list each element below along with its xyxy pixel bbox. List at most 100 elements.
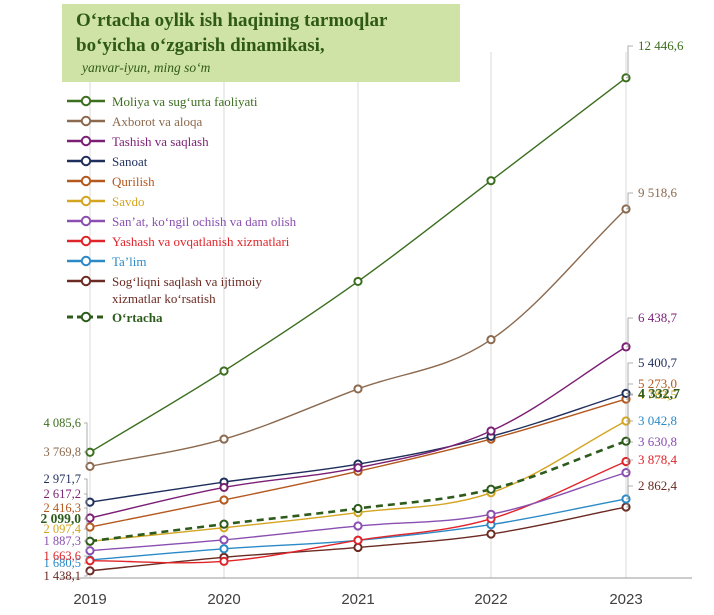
- legend-label-3: Sanoat: [112, 154, 148, 169]
- legend-item-3: Sanoat: [66, 152, 366, 172]
- series-8-start-label: 1 680,5: [44, 556, 82, 570]
- series-5-end-label: 4 783,5: [638, 387, 677, 402]
- legend-marker-5: [67, 195, 105, 207]
- series-2-point-2022: [486, 426, 496, 436]
- chart-title-line-1: O‘rtacha oylik ish haqining tarmoqlar: [76, 10, 388, 31]
- legend-dot-10: [80, 311, 92, 323]
- series-10-start-label: 2 099,0: [41, 511, 82, 526]
- legend-marker-9: [67, 275, 105, 287]
- legend-label-4: Qurilish: [112, 174, 155, 189]
- series-7-start-leader: [84, 555, 88, 561]
- legend-dot-4: [80, 175, 92, 187]
- legend-label-5: Savdo: [112, 194, 145, 209]
- series-1-start-label: 3 769,8: [44, 445, 82, 459]
- series-10-point-2021: [353, 503, 363, 514]
- legend-item-7: Yashash va ovqatlanish xizmatlari: [66, 232, 366, 252]
- legend-marker-6: [67, 215, 105, 227]
- series-9-start-leader: [84, 570, 88, 577]
- series-0-start-label: 4 085,6: [44, 416, 82, 430]
- series-6-start-label: 1 887,3: [44, 534, 82, 548]
- legend-dot-1: [80, 115, 92, 127]
- series-0-point-2020: [219, 366, 229, 376]
- legend-marker-0: [67, 95, 105, 107]
- legend-dot-5: [80, 195, 92, 207]
- legend-label-8: Ta’lim: [112, 254, 147, 269]
- series-1-point-2021: [353, 384, 363, 394]
- series-7-end-label: 3 878,4: [638, 452, 678, 467]
- legend-label-1: Axborot va aloqa: [112, 114, 203, 129]
- legend-marker-3: [67, 155, 105, 167]
- x-tick-label-2019: 2019: [73, 591, 106, 608]
- series-0-start-leader: [84, 422, 88, 453]
- series-3-start-leader: [84, 478, 88, 503]
- x-tick-label-2023: 2023: [609, 591, 642, 608]
- series-2-point-2020: [219, 482, 229, 493]
- series-8-end-label: 3 042,8: [638, 413, 677, 428]
- legend-marker-2: [67, 135, 105, 147]
- series-7-point-2020: [219, 556, 229, 566]
- series-9-end-label: 2 862,4: [638, 478, 678, 493]
- series-3-point-2019: [85, 497, 95, 507]
- series-1-point-2020: [219, 434, 229, 444]
- legend-marker-8: [67, 255, 105, 267]
- series-4-point-2019: [85, 522, 95, 532]
- series-4-point-2020: [219, 495, 229, 505]
- series-10-point-2022: [486, 484, 496, 494]
- series-0-point-2021: [353, 276, 363, 287]
- x-tick-label-2022: 2022: [474, 591, 507, 608]
- legend-label-9: Sog‘liqni saqlash va ijtimoiy xizmatlar …: [112, 274, 262, 306]
- legend-label-0: Moliya va sug‘urta faoliyati: [112, 94, 258, 109]
- legend-item-9: Sog‘liqni saqlash va ijtimoiy xizmatlar …: [66, 272, 366, 308]
- series-2-point-2021: [353, 463, 363, 473]
- series-9-start-label: 1 438,1: [44, 569, 82, 583]
- series-10-end-label: 4 332,7: [638, 387, 680, 402]
- legend-item-1: Axborot va aloqa: [66, 112, 366, 132]
- legend-item-2: Tashish va saqlash: [66, 132, 366, 152]
- x-tick-label-2020: 2020: [207, 591, 240, 608]
- legend-dot-6: [80, 215, 92, 227]
- series-0-end-label: 12 446,6: [638, 38, 684, 53]
- legend-item-10: O‘rtacha: [66, 308, 366, 328]
- legend-dot-0: [80, 95, 92, 107]
- series-2-end-leader: [626, 317, 633, 348]
- series-5-start-label: 2 097,4: [44, 522, 82, 536]
- series-3-end-leader: [626, 362, 633, 394]
- series-2-start-label: 2 617,2: [44, 487, 82, 501]
- legend-item-8: Ta’lim: [66, 252, 366, 272]
- series-8-point-2020: [219, 544, 229, 554]
- series-10-end-leader: [626, 393, 633, 442]
- series-0-end-leader: [626, 45, 633, 79]
- series-6-end-label: 3 630,8: [638, 434, 677, 449]
- series-1-end-label: 9 518,6: [638, 185, 678, 200]
- legend-dot-7: [80, 235, 92, 247]
- series-0-point-2022: [486, 176, 496, 186]
- series-6-point-2021: [353, 521, 363, 531]
- legend-dot-9: [80, 275, 92, 287]
- series-6-point-2022: [486, 509, 496, 519]
- chart-subtitle: yanvar-iyun, ming so‘m: [82, 60, 211, 75]
- series-2-point-2019: [85, 513, 95, 523]
- series-2-start-leader: [84, 493, 88, 519]
- legend-item-0: Moliya va sug‘urta faoliyati: [66, 92, 366, 112]
- legend-item-6: San’at, ko‘ngil ochish va dam olish: [66, 212, 366, 232]
- series-4-start-label: 2 416,3: [44, 501, 82, 515]
- chart-title-box: O‘rtacha oylik ish haqining tarmoqlar bo…: [62, 4, 460, 82]
- series-7-point-2019: [85, 556, 95, 566]
- legend-dot-2: [80, 135, 92, 147]
- legend-marker-1: [67, 115, 105, 127]
- legend-label-7: Yashash va ovqatlanish xizmatlari: [112, 234, 290, 249]
- series-6-point-2019: [85, 546, 95, 556]
- series-3-end-label: 5 400,7: [638, 355, 678, 370]
- legend-item-5: Savdo: [66, 192, 366, 212]
- series-line-1: [89, 208, 627, 468]
- series-1-end-leader: [626, 192, 633, 210]
- series-3-start-label: 2 971,7: [44, 472, 82, 486]
- series-10-point-2019: [85, 536, 95, 546]
- series-9-point-2021: [353, 542, 363, 553]
- x-tick-label-2021: 2021: [341, 591, 374, 608]
- series-2-end-label: 6 438,7: [638, 310, 678, 325]
- chart-legend: Moliya va sug‘urta faoliyati Axborot va a…: [66, 92, 366, 328]
- legend-item-4: Qurilish: [66, 172, 366, 192]
- series-10-point-2020: [219, 519, 229, 529]
